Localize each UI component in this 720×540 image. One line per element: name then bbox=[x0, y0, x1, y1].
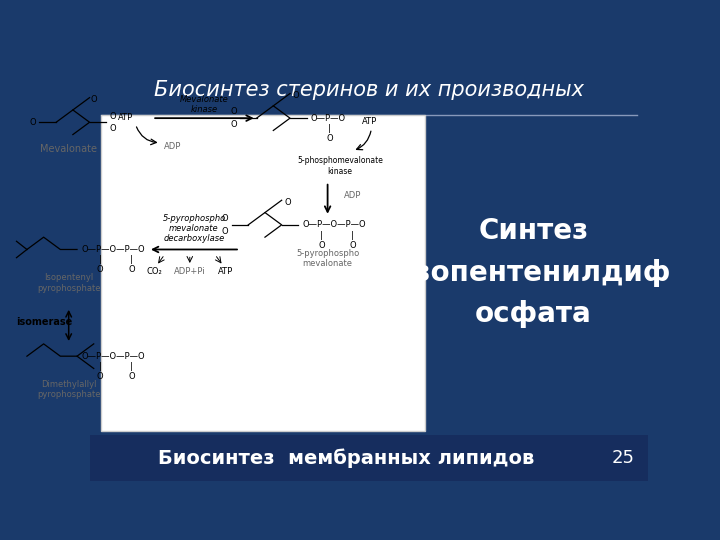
Text: ATP: ATP bbox=[361, 117, 377, 126]
Text: O: O bbox=[326, 134, 333, 143]
FancyBboxPatch shape bbox=[90, 435, 648, 481]
Text: O—P—O—P—O: O—P—O—P—O bbox=[81, 245, 145, 254]
Text: |: | bbox=[130, 255, 132, 264]
Text: kinase: kinase bbox=[191, 105, 218, 114]
Text: Биосинтез стеринов и их производных: Биосинтез стеринов и их производных bbox=[154, 80, 584, 100]
Text: Mevalonate: Mevalonate bbox=[180, 94, 229, 104]
Text: |: | bbox=[351, 231, 354, 240]
Text: Mevalonate: Mevalonate bbox=[40, 144, 97, 154]
Text: O: O bbox=[222, 226, 229, 235]
Text: O—P—O—P—O: O—P—O—P—O bbox=[81, 352, 145, 361]
Text: |: | bbox=[99, 255, 102, 264]
Text: mevalonate: mevalonate bbox=[302, 259, 353, 268]
Text: mevalonate: mevalonate bbox=[169, 224, 219, 233]
Text: ATP: ATP bbox=[117, 113, 132, 122]
Text: Биосинтез  мембранных липидов: Биосинтез мембранных липидов bbox=[158, 448, 535, 468]
Text: O: O bbox=[293, 91, 300, 100]
Text: Dimethylallyl: Dimethylallyl bbox=[41, 380, 96, 389]
Text: O: O bbox=[96, 266, 104, 274]
Text: O: O bbox=[128, 266, 135, 274]
Text: |: | bbox=[328, 124, 331, 133]
Text: |: | bbox=[99, 362, 102, 371]
FancyBboxPatch shape bbox=[101, 114, 425, 431]
Text: 5-pyrophospho: 5-pyrophospho bbox=[162, 214, 225, 223]
Text: O: O bbox=[230, 107, 237, 117]
Text: O: O bbox=[128, 372, 135, 381]
Text: 25: 25 bbox=[611, 449, 634, 467]
Text: 5-phosphomevalonate: 5-phosphomevalonate bbox=[297, 156, 383, 165]
Text: decarboxylase: decarboxylase bbox=[163, 234, 225, 244]
Text: ATP: ATP bbox=[217, 267, 233, 276]
Text: 5-pyrophospho: 5-pyrophospho bbox=[296, 248, 359, 258]
Text: kinase: kinase bbox=[328, 166, 353, 176]
Text: O: O bbox=[30, 118, 37, 127]
Text: |: | bbox=[130, 362, 132, 371]
Text: O: O bbox=[91, 95, 97, 104]
Text: O: O bbox=[109, 112, 116, 120]
Text: O: O bbox=[349, 241, 356, 250]
Text: O: O bbox=[96, 372, 104, 381]
Text: Синтез: Синтез bbox=[479, 217, 589, 245]
Text: O—P—O: O—P—O bbox=[311, 113, 346, 123]
Text: O: O bbox=[318, 241, 325, 250]
Text: isomerase: isomerase bbox=[17, 318, 73, 327]
Text: O: O bbox=[230, 120, 237, 129]
Text: O: O bbox=[109, 124, 116, 133]
Text: |: | bbox=[320, 231, 323, 240]
Text: O: O bbox=[222, 214, 229, 223]
Text: осфата: осфата bbox=[475, 300, 592, 328]
Text: изопентенилдиф: изопентенилдиф bbox=[396, 259, 671, 287]
Text: ADP+Pi: ADP+Pi bbox=[174, 267, 206, 276]
Text: pyrophosphate: pyrophosphate bbox=[37, 284, 100, 293]
Text: ADP: ADP bbox=[344, 191, 361, 200]
Text: ADP: ADP bbox=[164, 142, 181, 151]
Text: CO₂: CO₂ bbox=[146, 267, 162, 276]
Text: Isopentenyl: Isopentenyl bbox=[44, 273, 94, 282]
Text: O: O bbox=[284, 198, 292, 207]
Text: pyrophosphate: pyrophosphate bbox=[37, 390, 100, 399]
Text: O—P—O—P—O: O—P—O—P—O bbox=[302, 220, 366, 230]
